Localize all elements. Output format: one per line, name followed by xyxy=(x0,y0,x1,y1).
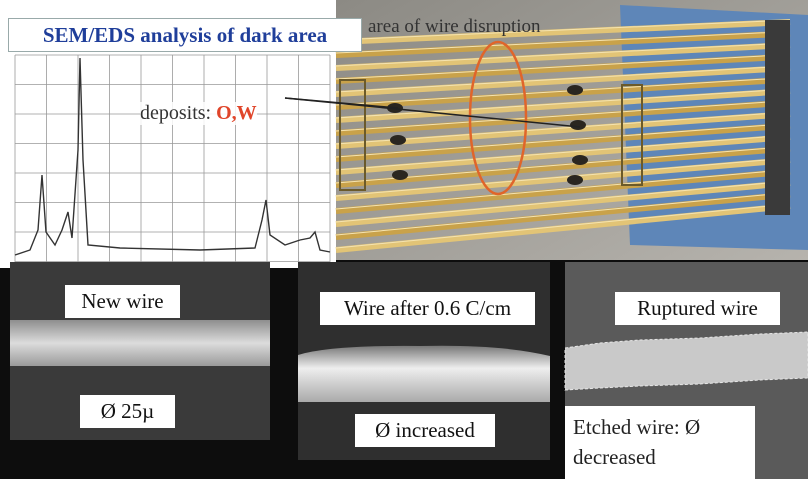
photo-annotation: area of wire disruption xyxy=(368,16,541,38)
dark-spot xyxy=(572,155,588,165)
dark-spot xyxy=(570,120,586,130)
wire-after xyxy=(298,346,550,402)
spectrum-annotation: deposits: O,W xyxy=(140,102,257,125)
panel-caption: Etched wire: Ø decreased xyxy=(565,406,755,479)
wire-new xyxy=(10,320,270,366)
panel-label: New wire xyxy=(65,285,180,318)
dark-spot xyxy=(567,85,583,95)
dark-spot xyxy=(392,170,408,180)
panel-caption: Ø 25µ xyxy=(80,395,175,428)
panel-label: Ruptured wire xyxy=(615,292,780,325)
panel-label: Wire after 0.6 C/cm xyxy=(320,292,535,325)
figure: SEM/EDS analysis of dark area area of wi… xyxy=(0,0,808,479)
annotation-elements: O,W xyxy=(216,102,257,124)
dark-spot xyxy=(567,175,583,185)
end-block xyxy=(765,20,790,215)
dark-spot xyxy=(390,135,406,145)
panel-caption: Ø increased xyxy=(355,414,495,447)
figure-title: SEM/EDS analysis of dark area xyxy=(8,18,362,52)
annotation-text: deposits: xyxy=(140,102,211,124)
